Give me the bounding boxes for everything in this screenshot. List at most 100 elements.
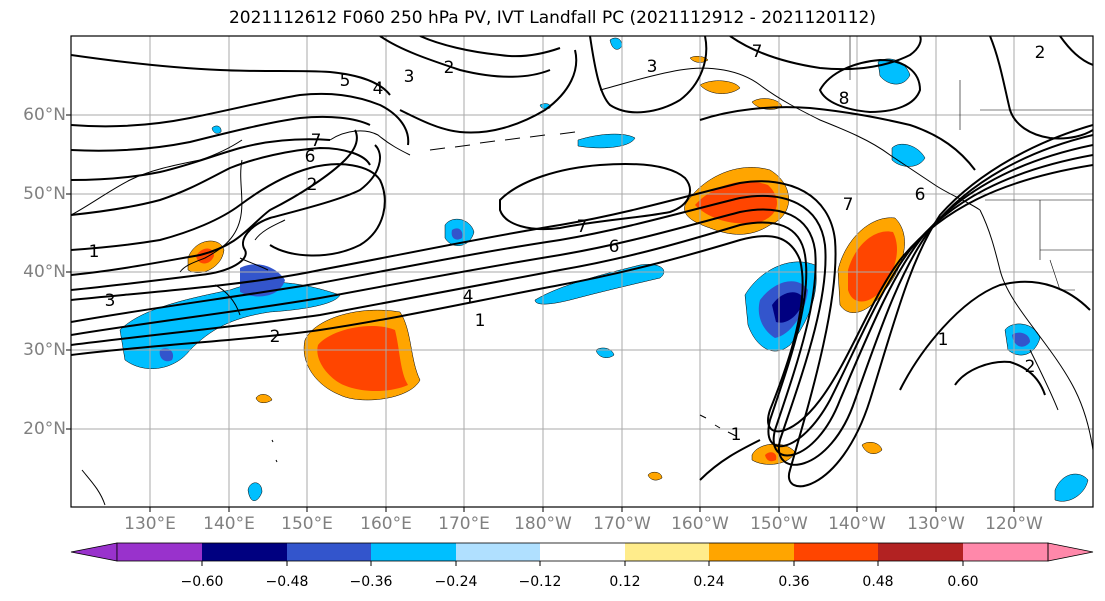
contour-label: 2 bbox=[444, 58, 455, 78]
lon-label: 150°E bbox=[281, 514, 333, 534]
colorbar bbox=[70, 542, 1094, 566]
lat-label: 40°N bbox=[23, 262, 66, 282]
colorbar-bin bbox=[878, 543, 963, 561]
colorbar-bin bbox=[625, 543, 709, 561]
kamchatka-coastline bbox=[329, 130, 411, 156]
colorbar-tick-label: 0.60 bbox=[947, 574, 979, 590]
colorbar-tick-label: 0.12 bbox=[609, 574, 641, 590]
lon-label: 130°E bbox=[124, 514, 176, 534]
lon-label: 130°W bbox=[907, 514, 965, 534]
colorbar-extend-high bbox=[1047, 542, 1094, 562]
contour-label: 3 bbox=[647, 57, 658, 77]
contour-line bbox=[71, 54, 391, 96]
contour-line bbox=[499, 162, 691, 231]
contour-line bbox=[71, 146, 371, 216]
colorbar-tick-label: −0.48 bbox=[265, 574, 309, 590]
height-contours bbox=[71, 36, 1093, 488]
alaska-coastline bbox=[599, 67, 981, 211]
colorbar-bin bbox=[456, 543, 540, 561]
colorbar-bin bbox=[540, 543, 625, 561]
asia-coastline bbox=[71, 139, 243, 273]
lon-label: 150°W bbox=[750, 514, 808, 534]
negative-anomaly-region bbox=[577, 133, 636, 149]
contour-label: 6 bbox=[915, 185, 926, 205]
lon-label: 170°W bbox=[593, 514, 651, 534]
contour-line bbox=[954, 360, 1046, 396]
colorbar-bin bbox=[117, 543, 202, 561]
contour-line bbox=[71, 124, 1093, 488]
colorbar-tick-label: 0.36 bbox=[778, 574, 810, 590]
small-islands bbox=[81, 439, 278, 506]
colorbar-bin bbox=[709, 543, 794, 561]
contour-label: 3 bbox=[105, 291, 116, 311]
colorbar-tick-label: −0.60 bbox=[180, 574, 224, 590]
negative-anomaly-region bbox=[891, 143, 926, 167]
map-panel: 7 6 5 4 3 2 2 1 7 6 4 3 2 1 7 8 6 2 3 7 … bbox=[71, 36, 1093, 507]
contour-label: 1 bbox=[731, 425, 742, 445]
contour-label: 1 bbox=[475, 311, 486, 331]
hawaii-islands bbox=[699, 414, 737, 437]
coastlines bbox=[71, 36, 1093, 506]
contour-line bbox=[818, 58, 922, 114]
contour-line bbox=[71, 144, 381, 291]
colorbar-frame bbox=[116, 542, 1049, 562]
contour-label: 2 bbox=[1025, 357, 1036, 377]
colorbar-tick-label: 0.24 bbox=[693, 574, 725, 590]
contour-line bbox=[71, 154, 1093, 448]
lat-label: 20°N bbox=[23, 419, 66, 439]
contour-label: 4 bbox=[373, 79, 384, 99]
colorbar-tick-label: 0.48 bbox=[862, 574, 894, 590]
contour-line bbox=[699, 439, 761, 481]
contour-line bbox=[899, 280, 1091, 391]
contour-label: 4 bbox=[463, 287, 474, 307]
map-title: 2021112612 F060 250 hPa PV, IVT Landfall… bbox=[228, 8, 876, 28]
contour-line bbox=[379, 36, 551, 78]
axis-ticks bbox=[66, 114, 1015, 512]
positive-anomaly-core bbox=[317, 325, 408, 392]
contour-label: 1 bbox=[938, 330, 949, 350]
colorbar-bin bbox=[794, 543, 878, 561]
north-america-coastline bbox=[979, 209, 1093, 451]
lon-label: 160°E bbox=[360, 514, 412, 534]
negative-anomaly-region bbox=[877, 58, 911, 85]
contour-line bbox=[729, 36, 922, 71]
contour-label: 6 bbox=[609, 237, 620, 257]
state-borders bbox=[849, 36, 1093, 291]
colorbar-bin bbox=[371, 543, 456, 561]
aleutian-islands bbox=[429, 131, 576, 151]
contour-line bbox=[71, 164, 1093, 433]
contour-line bbox=[699, 106, 976, 171]
colorbar-extend-low bbox=[70, 542, 118, 562]
contour-line bbox=[71, 129, 358, 276]
lon-label: 180°W bbox=[514, 514, 572, 534]
contour-label: 2 bbox=[1035, 43, 1046, 63]
contour-line bbox=[71, 92, 410, 146]
contour-label: 5 bbox=[340, 71, 351, 91]
contour-label: 2 bbox=[307, 175, 318, 195]
contour-label: 1 bbox=[89, 242, 100, 262]
lon-label: 140°E bbox=[203, 514, 255, 534]
positive-anomaly-core bbox=[695, 181, 778, 224]
contour-line bbox=[399, 49, 578, 134]
colorbar-tick-label: −0.12 bbox=[518, 574, 562, 590]
contour-line bbox=[71, 115, 371, 152]
colorbar-bin bbox=[963, 543, 1048, 561]
colorbar-bin bbox=[202, 543, 287, 561]
contour-line bbox=[1059, 36, 1093, 66]
contour-label: 6 bbox=[305, 147, 316, 167]
lon-label: 120°W bbox=[985, 514, 1043, 534]
contour-line bbox=[589, 36, 708, 114]
lon-label: 140°W bbox=[828, 514, 886, 534]
contour-label: 2 bbox=[270, 327, 281, 347]
contour-label: 8 bbox=[839, 89, 850, 109]
contour-line bbox=[419, 36, 561, 58]
contour-label: 7 bbox=[311, 131, 322, 151]
lon-label: 170°E bbox=[438, 514, 490, 534]
contour-labels: 7 6 5 4 3 2 2 1 7 6 4 3 2 1 7 8 6 2 3 7 … bbox=[89, 42, 1046, 445]
lat-label: 60°N bbox=[23, 105, 66, 125]
colorbar-bin bbox=[287, 543, 371, 561]
negative-anomaly-core bbox=[159, 348, 174, 362]
colorbar-tick-label: −0.24 bbox=[434, 574, 478, 590]
baja-coastline bbox=[1029, 349, 1059, 411]
